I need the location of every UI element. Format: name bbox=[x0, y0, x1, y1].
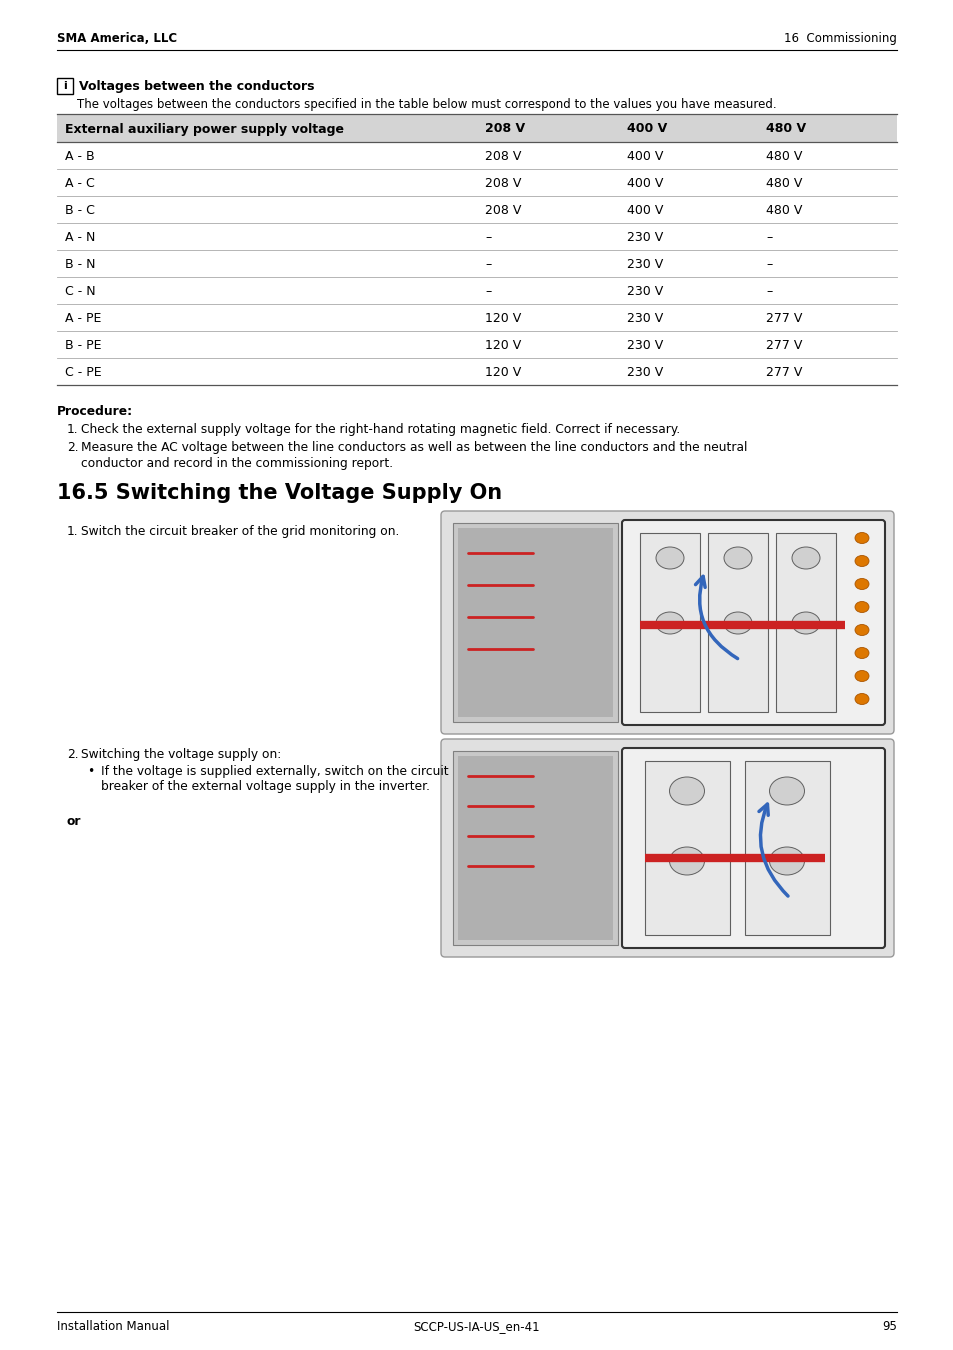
Text: 120 V: 120 V bbox=[484, 366, 520, 379]
Text: 1.: 1. bbox=[67, 423, 78, 436]
Text: 1.: 1. bbox=[67, 525, 78, 539]
Ellipse shape bbox=[669, 778, 703, 805]
Text: 277 V: 277 V bbox=[765, 366, 801, 379]
Text: 230 V: 230 V bbox=[626, 366, 662, 379]
Text: –: – bbox=[484, 231, 491, 244]
FancyBboxPatch shape bbox=[440, 512, 893, 734]
Text: Voltages between the conductors: Voltages between the conductors bbox=[79, 80, 314, 93]
Bar bbox=[453, 522, 618, 722]
Text: A - B: A - B bbox=[65, 150, 94, 163]
Bar bbox=[57, 113, 896, 142]
Text: 208 V: 208 V bbox=[484, 204, 521, 217]
Bar bbox=[457, 528, 613, 717]
FancyBboxPatch shape bbox=[621, 520, 884, 725]
Ellipse shape bbox=[854, 532, 868, 544]
Ellipse shape bbox=[854, 555, 868, 567]
Text: –: – bbox=[765, 231, 771, 244]
Text: breaker of the external voltage supply in the inverter.: breaker of the external voltage supply i… bbox=[101, 780, 430, 792]
Text: 230 V: 230 V bbox=[626, 285, 662, 298]
Text: SMA America, LLC: SMA America, LLC bbox=[57, 32, 177, 45]
Text: A - N: A - N bbox=[65, 231, 95, 244]
Text: 480 V: 480 V bbox=[765, 123, 805, 135]
Ellipse shape bbox=[723, 612, 751, 634]
Bar bbox=[644, 761, 729, 936]
Bar bbox=[744, 761, 829, 936]
Text: C - PE: C - PE bbox=[65, 366, 102, 379]
Text: 230 V: 230 V bbox=[626, 339, 662, 352]
Text: •: • bbox=[87, 765, 94, 778]
Text: or: or bbox=[67, 815, 81, 828]
Text: 120 V: 120 V bbox=[484, 339, 520, 352]
Text: 16  Commissioning: 16 Commissioning bbox=[783, 32, 896, 45]
Text: 400 V: 400 V bbox=[626, 177, 662, 190]
Text: 480 V: 480 V bbox=[765, 204, 801, 217]
Bar bbox=[639, 533, 700, 711]
Text: 400 V: 400 V bbox=[626, 204, 662, 217]
Ellipse shape bbox=[854, 694, 868, 705]
Text: 120 V: 120 V bbox=[484, 312, 520, 325]
Text: Switch the circuit breaker of the grid monitoring on.: Switch the circuit breaker of the grid m… bbox=[81, 525, 399, 539]
Ellipse shape bbox=[723, 547, 751, 568]
Ellipse shape bbox=[791, 612, 820, 634]
Text: 230 V: 230 V bbox=[626, 258, 662, 271]
Text: 277 V: 277 V bbox=[765, 312, 801, 325]
Bar bbox=[453, 751, 618, 945]
Text: Procedure:: Procedure: bbox=[57, 405, 133, 418]
Ellipse shape bbox=[669, 846, 703, 875]
Text: 400 V: 400 V bbox=[626, 150, 662, 163]
Text: 277 V: 277 V bbox=[765, 339, 801, 352]
Text: The voltages between the conductors specified in the table below must correspond: The voltages between the conductors spec… bbox=[77, 99, 776, 111]
Text: 208 V: 208 V bbox=[484, 177, 521, 190]
FancyBboxPatch shape bbox=[440, 738, 893, 957]
Text: 16.5 Switching the Voltage Supply On: 16.5 Switching the Voltage Supply On bbox=[57, 483, 501, 504]
Ellipse shape bbox=[854, 648, 868, 659]
Text: Installation Manual: Installation Manual bbox=[57, 1320, 170, 1332]
Text: B - N: B - N bbox=[65, 258, 95, 271]
Text: Check the external supply voltage for the right-hand rotating magnetic field. Co: Check the external supply voltage for th… bbox=[81, 423, 679, 436]
Text: i: i bbox=[63, 81, 67, 90]
Bar bbox=[457, 756, 613, 940]
Text: –: – bbox=[484, 258, 491, 271]
Bar bbox=[775, 533, 835, 711]
Ellipse shape bbox=[791, 547, 820, 568]
Text: 208 V: 208 V bbox=[484, 123, 524, 135]
Text: Measure the AC voltage between the line conductors as well as between the line c: Measure the AC voltage between the line … bbox=[81, 441, 746, 454]
Text: conductor and record in the commissioning report.: conductor and record in the commissionin… bbox=[81, 458, 393, 470]
Text: 2.: 2. bbox=[67, 748, 78, 761]
Ellipse shape bbox=[854, 671, 868, 682]
Text: 95: 95 bbox=[882, 1320, 896, 1332]
Ellipse shape bbox=[656, 547, 683, 568]
Text: –: – bbox=[765, 285, 771, 298]
Text: 480 V: 480 V bbox=[765, 177, 801, 190]
Ellipse shape bbox=[769, 846, 803, 875]
Text: If the voltage is supplied externally, switch on the circuit: If the voltage is supplied externally, s… bbox=[101, 765, 448, 778]
FancyBboxPatch shape bbox=[621, 748, 884, 948]
Text: C - N: C - N bbox=[65, 285, 95, 298]
Text: SCCP-US-IA-US_en-41: SCCP-US-IA-US_en-41 bbox=[414, 1320, 539, 1332]
Bar bbox=[57, 78, 73, 94]
Text: 2.: 2. bbox=[67, 441, 78, 454]
Text: A - PE: A - PE bbox=[65, 312, 101, 325]
Text: External auxiliary power supply voltage: External auxiliary power supply voltage bbox=[65, 123, 344, 135]
Text: 400 V: 400 V bbox=[626, 123, 666, 135]
Ellipse shape bbox=[854, 602, 868, 613]
Text: 208 V: 208 V bbox=[484, 150, 521, 163]
Ellipse shape bbox=[854, 579, 868, 590]
Text: 230 V: 230 V bbox=[626, 231, 662, 244]
Text: B - C: B - C bbox=[65, 204, 94, 217]
Text: –: – bbox=[484, 285, 491, 298]
Text: –: – bbox=[765, 258, 771, 271]
Ellipse shape bbox=[769, 778, 803, 805]
Text: 480 V: 480 V bbox=[765, 150, 801, 163]
Text: 230 V: 230 V bbox=[626, 312, 662, 325]
Text: Switching the voltage supply on:: Switching the voltage supply on: bbox=[81, 748, 281, 761]
Ellipse shape bbox=[854, 625, 868, 636]
Ellipse shape bbox=[656, 612, 683, 634]
Bar bbox=[707, 533, 767, 711]
Text: B - PE: B - PE bbox=[65, 339, 101, 352]
Text: A - C: A - C bbox=[65, 177, 94, 190]
